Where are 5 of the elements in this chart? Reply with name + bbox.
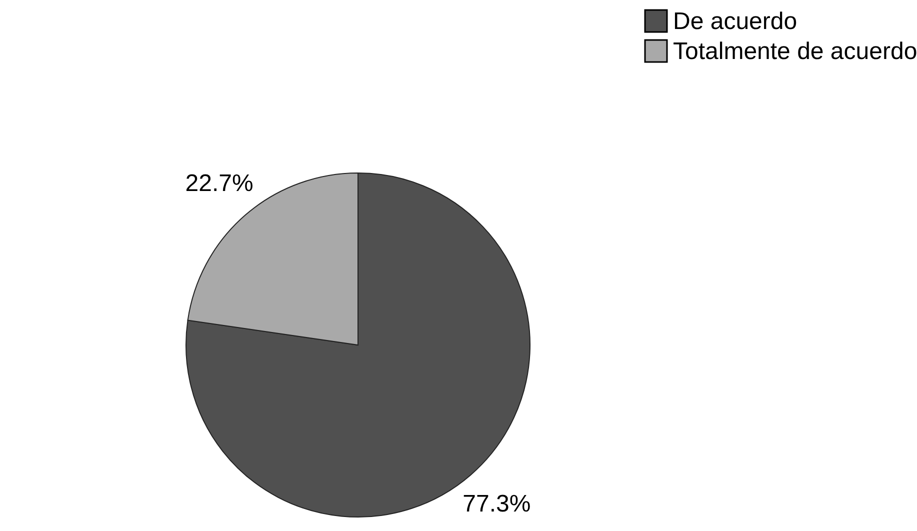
data-label: 22.7% [185, 170, 254, 198]
data-label: 77.3% [462, 490, 531, 518]
pie-slice [186, 172, 530, 518]
legend-label: De acuerdo [673, 8, 798, 35]
legend-label: Totalmente de acuerdo [673, 38, 917, 65]
